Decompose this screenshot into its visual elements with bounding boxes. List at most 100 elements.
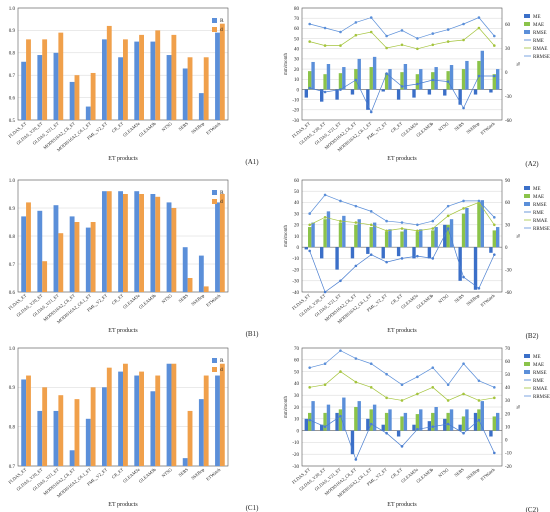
point-RRMSE-GLDAS_V21_ET: [339, 199, 342, 203]
bar-d-FLDAS_ET: [26, 202, 31, 292]
point-RME-MODIS16A2_C6.1_ET: [369, 422, 373, 426]
legend-label-ME: ME: [533, 355, 541, 360]
bar-ME-GLEAM3b: [427, 421, 432, 431]
bar-R-ETWatch: [215, 202, 220, 292]
point-RMAE-CR_ET: [400, 43, 404, 47]
legend-label-d: d: [220, 27, 223, 33]
point-RME-CR_ET: [400, 445, 404, 448]
bar-RMSE-GLEAM3a: [419, 409, 423, 431]
y-right-tick-label: 30: [505, 224, 511, 229]
bar-ME-MODIS16A2_C6_ET: [350, 89, 355, 95]
legend-label-MAE: MAE: [533, 23, 544, 28]
bar-d-SEBS: [187, 410, 193, 466]
bar-d-GLEAM3b: [155, 196, 161, 292]
bar-RMSE-GLDAS_V21_ET: [342, 397, 346, 431]
y-tick-label: 1.0: [9, 7, 16, 12]
bar-ME-MODIS16A2_C6_ET: [350, 430, 355, 455]
y-left-tick-label: 60: [294, 179, 300, 184]
point-RRMSE-GLEAM3b: [431, 219, 435, 223]
bar-ME-SSEBop: [473, 89, 478, 95]
bar-ME-MODIS16A2_C6.1_ET: [366, 247, 370, 254]
x-tick-label: ETWatch: [480, 292, 497, 307]
point-RRMSE-NTSG: [446, 204, 450, 208]
point-RRMSE-GLEAM3b: [431, 32, 435, 35]
point-RME-MODIS16A2_C6_ET: [354, 78, 358, 82]
bar-MAE-MODIS16A2_C6.1_ET: [369, 227, 373, 248]
point-RME-MODIS16A2_C6.1_ET: [369, 110, 373, 114]
bar-d-PML_V2_ET: [106, 191, 112, 292]
bar-MAE-GLEAM3a: [415, 74, 420, 90]
y-left-tick-label: 10: [294, 418, 300, 423]
bar-MAE-PML_V2_ET: [384, 73, 389, 90]
point-RMAE-GLEAM3a: [416, 392, 419, 396]
legend-label-RMAE: RMAE: [533, 219, 547, 224]
bar-RMSE-MODIS16A2_C6.1_ET: [372, 222, 377, 248]
point-RME-GLDAS_V20_ET: [323, 90, 327, 94]
y-left-tick-label: 50: [294, 370, 300, 375]
bar-ME-CR_ET: [396, 89, 401, 100]
y-tick-label: 0.5: [9, 119, 16, 124]
point-RME-ETWatch: [493, 451, 496, 455]
legend-label-RRMSE: RRMSE: [533, 395, 550, 400]
y-right-tick-label: -60: [505, 291, 512, 296]
panel-label: (A1): [245, 158, 259, 166]
point-RMAE-SEBS: [462, 392, 465, 396]
bar-R-GLEAM3b: [150, 41, 156, 120]
legend-label-RME: RME: [533, 211, 544, 216]
x-tick-label: ETWatch: [205, 120, 222, 135]
bar-d-SSEBop: [203, 375, 209, 466]
bar-MAE-MODIS16A2_C6.1_ET: [369, 67, 373, 90]
bar-ME-MODIS16A2_C6_ET: [350, 247, 355, 259]
point-RRMSE-GLDAS_V20_ET: [323, 193, 327, 197]
y-right-tick-label: 30: [505, 399, 511, 404]
bar-R-FLDAS_ET: [21, 379, 27, 466]
bar-d-GLEAM3a: [139, 34, 144, 120]
bar-ME-SEBS: [458, 247, 462, 281]
y-left-tick-label: -20: [292, 268, 299, 273]
point-RRMSE-PML_V2_ET: [385, 34, 388, 38]
bar-d-MODIS16A2_C6.1_ET: [90, 72, 96, 120]
bar-RMSE-GLEAM3b: [434, 407, 438, 431]
y-right-axis-label: %: [517, 234, 522, 238]
point-RME-SEBS: [462, 275, 465, 279]
y-left-tick-label: 30: [294, 58, 300, 63]
panel-label: (B2): [526, 332, 540, 340]
bar-RMSE-ETWatch: [496, 69, 500, 90]
y-right-tick-label: 50: [505, 373, 511, 378]
bar-ME-NTSG: [443, 89, 447, 96]
y-left-tick-label: 70: [294, 17, 300, 22]
line-RRMSE: [309, 350, 495, 388]
bar-RMSE-PML_V2_ET: [388, 229, 392, 248]
x-tick-label: NTSG: [437, 292, 450, 304]
x-tick-label: SEBS: [178, 121, 190, 132]
bar-ME-PML_V2_ET: [381, 247, 385, 259]
point-RMAE-MODIS16A2_C6_ET: [354, 33, 358, 37]
bar-R-SSEBop: [198, 93, 204, 120]
bar-RMSE-GLEAM3a: [419, 69, 423, 90]
bar-R-MODIS16A2_C6_ET: [69, 216, 75, 292]
bar-MAE-PML_V2_ET: [384, 412, 389, 431]
bar-d-FLDAS_ET: [26, 375, 31, 466]
legend-label-ME: ME: [533, 15, 541, 20]
bar-RMSE-SSEBop: [480, 401, 484, 431]
bar-RMSE-ETWatch: [496, 227, 500, 248]
bar-R-NTSG: [166, 363, 172, 466]
bar-ME-GLEAM3b: [427, 89, 432, 95]
point-RRMSE-MODIS16A2_C6_ET: [354, 357, 358, 360]
point-RRMSE-ETWatch: [493, 386, 496, 389]
y-left-tick-label: 30: [294, 394, 300, 399]
bar-RMSE-MODIS16A2_C6.1_ET: [372, 56, 377, 90]
point-RME-NTSG: [446, 422, 450, 426]
y-right-tick-label: 60: [505, 201, 511, 206]
bar-d-FLDAS_ET: [26, 39, 31, 120]
bar-MAE-GLEAM3a: [415, 231, 420, 248]
bar-ME-GLEAM3b: [427, 247, 432, 259]
bar-ME-NTSG: [443, 224, 447, 248]
bar-d-CR_ET: [123, 39, 128, 120]
bar-R-CR_ET: [118, 191, 123, 292]
bar-ME-FLDAS_ET: [304, 418, 308, 431]
bar-R-CR_ET: [118, 57, 123, 120]
x-tick-label: SSEBop: [465, 120, 480, 134]
bar-MAE-ETWatch: [492, 74, 496, 90]
